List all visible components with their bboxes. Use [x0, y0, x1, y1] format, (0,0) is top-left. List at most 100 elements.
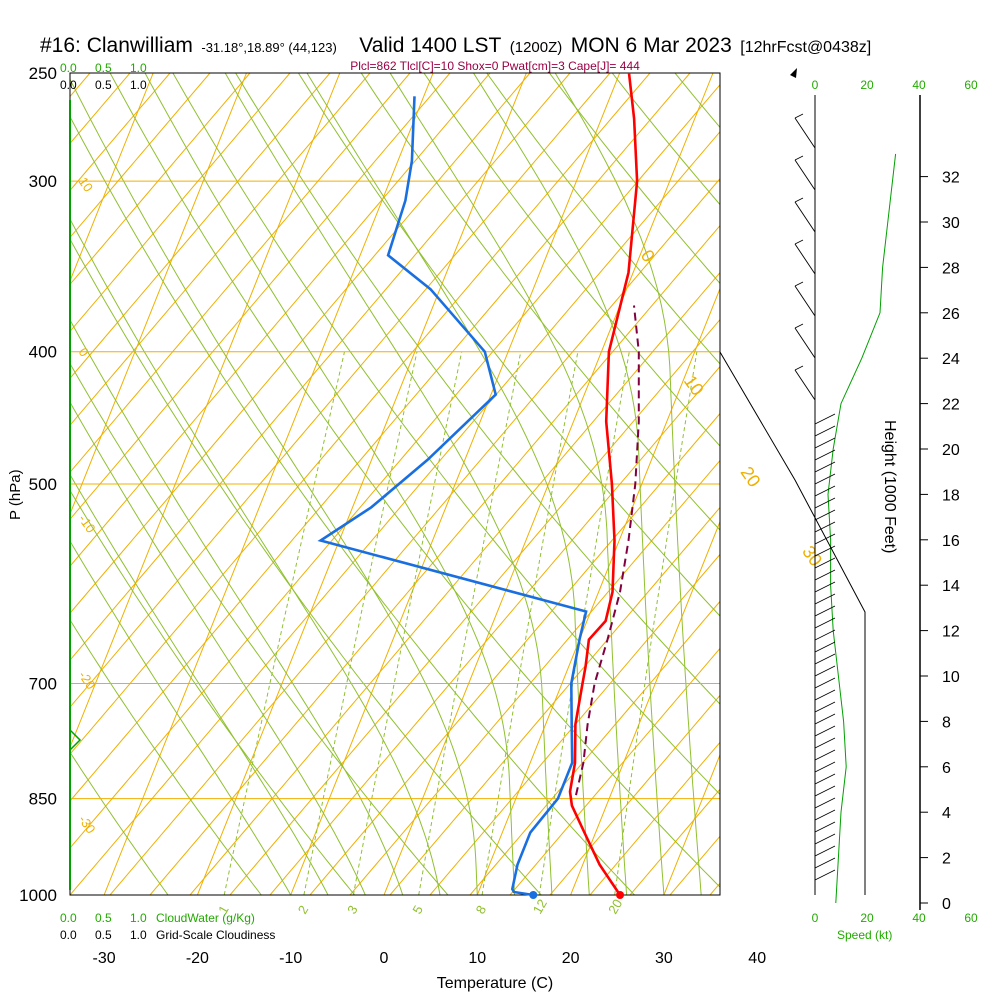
pressure-tick-label: 1000 [19, 886, 57, 905]
title-valid: Valid 1400 LST [359, 34, 501, 57]
title-coords: -31.18°,18.89° (44,123) [201, 40, 336, 55]
theta-line [549, 694, 720, 895]
height-tick-label: 2 [942, 851, 951, 868]
dry-adiabat [235, 73, 720, 705]
mixing-ratio-line [352, 351, 463, 895]
dry-adiabat [172, 73, 720, 796]
chart-title: #16: Clanwilliam -31.18°,18.89° (44,123)… [40, 34, 871, 57]
wind-barb [814, 809, 836, 821]
moist-adiabat [554, 73, 702, 895]
wind-barb-flag [794, 281, 804, 287]
wind-barb [814, 653, 836, 665]
wind-barb [814, 509, 836, 521]
wind-barb [814, 821, 836, 833]
isotherm-line [70, 73, 154, 283]
wind-barb [814, 701, 836, 713]
height-tick-label: 20 [942, 442, 960, 459]
wind-barb [814, 737, 836, 749]
wind-barb [814, 797, 836, 809]
temperature-tick-label: 10 [468, 950, 486, 967]
wind-barb [814, 557, 836, 569]
height-tick-label: 12 [942, 624, 960, 641]
isotherm-line [663, 753, 720, 895]
wind-barb-flag [794, 113, 804, 119]
height-tick-label: 28 [942, 260, 960, 277]
dry-adiabat [360, 73, 720, 531]
isotherm-line [570, 520, 720, 895]
top-speed-tick: 0 [812, 78, 819, 92]
wind-barb [794, 327, 816, 359]
moist-adiabat [70, 78, 478, 895]
height-tick-label: 6 [942, 760, 951, 777]
wind-barb-flag [794, 197, 804, 203]
wind-barb-flag [794, 155, 804, 161]
top-cloudiness-tick: 0.0 [60, 78, 77, 92]
moist-adiabat [224, 73, 553, 895]
wind-barb [814, 413, 836, 425]
wind-barb [814, 473, 836, 485]
wind-barb [794, 285, 816, 317]
theta-line [70, 73, 371, 427]
wind-top-flag [790, 68, 797, 78]
bottom-cloudiness-tick: 0.0 [60, 928, 77, 942]
height-tick-label: 26 [942, 306, 960, 323]
height-tick-label: 4 [942, 805, 951, 822]
series-parcel [575, 305, 640, 796]
wind-barb [814, 461, 836, 473]
wind-barb [794, 201, 816, 233]
wind-barb [814, 629, 836, 641]
temperature-tick-label: 20 [562, 950, 580, 967]
wind-barb [794, 159, 816, 191]
speed-label: Speed (kt) [837, 928, 892, 942]
wind-barb [814, 677, 836, 689]
moist-adiabat [70, 218, 441, 895]
height-tick-label: 22 [942, 397, 960, 414]
x-axis-label: Temperature (C) [437, 975, 553, 992]
panel-boundary [719, 351, 866, 895]
wind-barb-flag [794, 323, 804, 329]
pressure-tick-label: 250 [29, 64, 57, 83]
wind-barb [814, 665, 836, 677]
bottom-cloudwater-tick: 0.5 [95, 911, 112, 925]
moist-adiabat [70, 540, 292, 895]
bottom-cloudwater-tick: 0.0 [60, 911, 77, 925]
bottom-cloudwater-tick: 1.0 [130, 911, 147, 925]
mixing-ratio-label: 12 [530, 896, 550, 916]
wind-barb [814, 497, 836, 509]
height-axis-label: Height (1000 Feet) [881, 420, 898, 553]
stability-indices: Plcl=862 Tlcl[C]=10 Shox=0 Pwat[cm]=3 Ca… [350, 59, 640, 73]
cloudwater-label: CloudWater (g/Kg) [156, 911, 255, 925]
theta-line [70, 73, 411, 474]
wind-barb [794, 369, 816, 401]
dry-adiabat [70, 115, 635, 895]
bottom-speed-tick: 0 [812, 911, 819, 925]
temperature-tick-label: -20 [186, 950, 209, 967]
wind-barb [814, 869, 836, 881]
wind-barb [814, 605, 836, 617]
moist-adiabat [70, 318, 404, 895]
theta-line [589, 741, 720, 895]
bottom-cloudiness-tick: 0.5 [95, 928, 112, 942]
height-tick-label: 30 [942, 215, 960, 232]
wind-barb [814, 761, 836, 773]
wind-barb [814, 533, 836, 545]
wind-barb [814, 773, 836, 785]
moist-adiabat [70, 401, 366, 895]
moist-adiabat [144, 73, 516, 895]
height-tick-label: 10 [942, 669, 960, 686]
wind-barb [814, 689, 836, 701]
moist-adiabat [473, 73, 665, 895]
top-cloudwater-tick: 0.5 [95, 61, 112, 75]
height-tick-label: 8 [942, 714, 951, 731]
wind-barb [814, 857, 836, 869]
series-dewpoint [317, 96, 588, 897]
wind-barb [814, 485, 836, 497]
bottom-speed-tick: 60 [964, 911, 978, 925]
pressure-tick-label: 850 [29, 790, 57, 809]
wind-barb [814, 749, 836, 761]
pressure-tick-label: 700 [29, 675, 57, 694]
wind-barb [794, 117, 816, 149]
height-tick-label: 14 [942, 578, 960, 595]
